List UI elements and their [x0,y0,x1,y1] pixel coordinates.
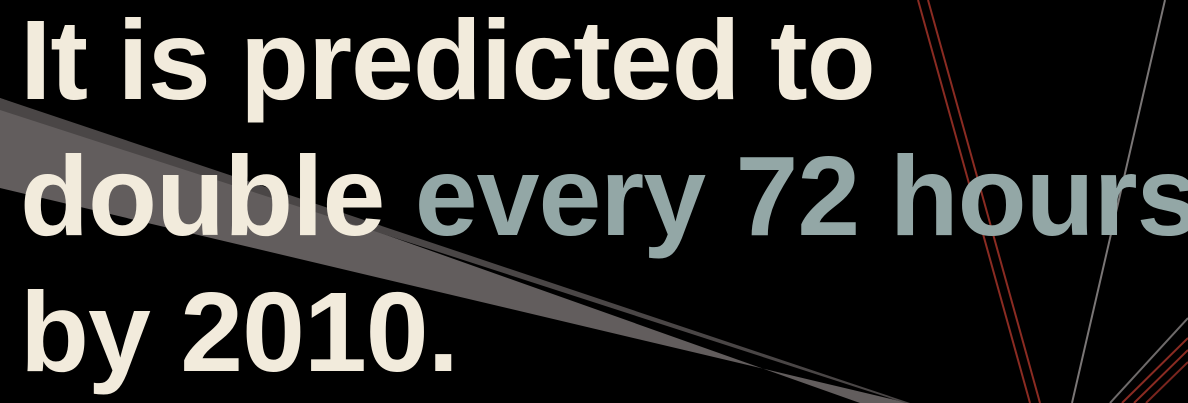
gray-line-1 [1071,0,1166,403]
red-line-2 [927,0,1041,403]
red-line-5 [1145,361,1188,403]
red-line-4 [1133,349,1188,403]
headline: It is predicted to double every 72 hours… [20,0,1188,400]
headline-line-2: double every 72 hours [20,128,1188,264]
gray-line-2 [1109,317,1188,403]
headline-word-double: double [20,133,385,259]
light-beam-tail [0,98,910,403]
red-line-1 [917,0,1031,403]
headline-line-1: It is predicted to [20,0,876,123]
headline-accent-text: every 72 hours [414,133,1188,259]
headline-line-3: by 2010. [20,269,459,395]
red-line-3 [1121,337,1188,403]
